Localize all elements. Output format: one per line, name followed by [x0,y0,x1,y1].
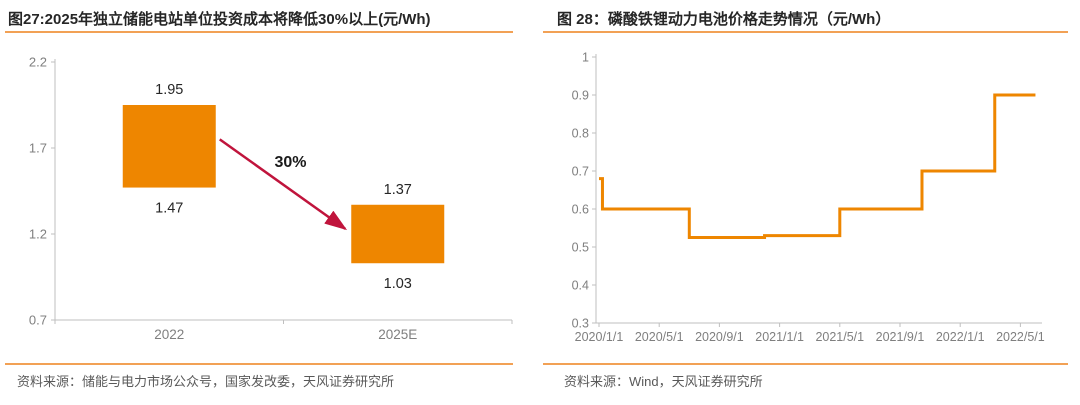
y-tick-label: 1 [582,51,589,65]
y-tick-label: 1.2 [29,227,47,242]
x-tick-label: 2021/9/1 [876,330,925,344]
x-tick-label: 2021/5/1 [815,330,864,344]
x-tick-label: 2020/9/1 [695,330,744,344]
x-tick-label: 2020/5/1 [635,330,684,344]
x-category-label: 2025E [378,327,417,342]
y-tick-label: 0.3 [572,317,589,331]
price-step-line [599,93,1036,239]
y-tick-label: 0.6 [572,203,589,217]
figure-28: 图 28：磷酸铁锂动力电池价格走势情况（元/Wh） 1 0.9 0.8 0.7 0.6 0… [543,0,1068,405]
decline-arrow [219,138,348,231]
cost-range-bar [351,204,445,264]
bar-low-value-label: 1.03 [384,276,412,292]
figure28-title: 图 28：磷酸铁锂动力电池价格走势情况（元/Wh） [557,11,891,28]
cost-range-bar [122,105,216,188]
figure27-source-rule [5,363,513,365]
x-tick-label: 2020/1/1 [575,330,624,344]
x-tick-label: 2022/1/1 [936,330,985,344]
figure27-title-rule [5,31,513,33]
y-tick-label: 0.8 [572,127,589,141]
figure28-title-rule [543,31,1068,33]
y-tick-label: 0.9 [572,89,589,103]
figure28-source-rule [543,363,1068,365]
bar-low-value-label: 1.47 [155,201,183,217]
figure27-source: 资料来源：储能与电力市场公众号，国家发改委，天风证券研究所 [17,374,395,389]
y-tick-label: 2.2 [29,55,47,70]
y-tick-label: 1.7 [29,141,47,156]
x-category-label: 2022 [154,327,184,342]
investment-cost-range-bar-chart: 2.2 1.7 1.2 0.7 1.95 1.47 2022 1.37 1.03 2025E 30% [29,55,513,342]
bar-high-value-label: 1.37 [384,182,412,198]
x-tick-label: 2021/1/1 [755,330,804,344]
figure28-source: 资料来源：Wind，天风证券研究所 [564,374,763,389]
x-tick-label: 2022/5/1 [996,330,1045,344]
y-tick-label: 0.7 [572,165,589,179]
decline-percent-label: 30% [274,154,306,171]
y-tick-label: 0.5 [572,241,589,255]
y-tick-label: 0.4 [572,279,589,293]
bar-high-value-label: 1.95 [155,82,183,98]
figure-27: 图27:2025年独立储能电站单位投资成本将降低30%以上(元/Wh) 2.2 1… [5,0,513,405]
y-tick-label: 0.7 [29,313,47,328]
figure27-title: 图27:2025年独立储能电站单位投资成本将降低30%以上(元/Wh) [8,11,431,28]
